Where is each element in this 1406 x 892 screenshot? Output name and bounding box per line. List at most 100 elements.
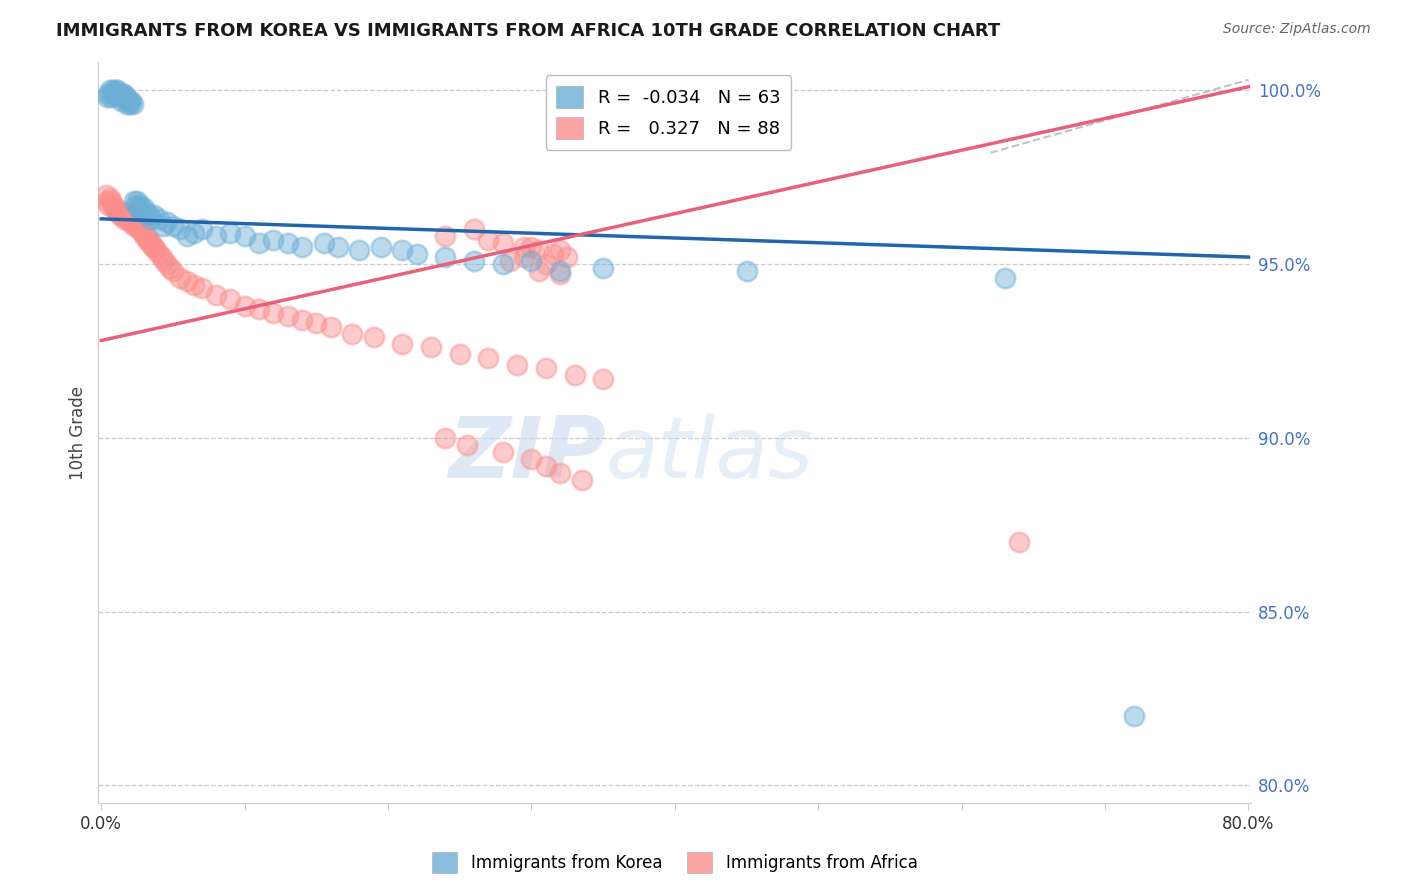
Point (176, 229, 198, 244)
Point (391, 243, 413, 257)
Point (100, 90, 122, 104)
Point (449, 347, 471, 361)
Point (110, 205, 132, 219)
Point (305, 316, 328, 330)
Point (100, 194, 122, 209)
Point (138, 233, 160, 247)
Point (131, 205, 153, 219)
Point (141, 236, 163, 251)
Point (118, 97, 141, 112)
Point (527, 264, 550, 278)
Point (101, 198, 124, 212)
Point (129, 219, 152, 233)
Point (1008, 535, 1031, 549)
Point (121, 97, 143, 112)
Point (492, 257, 515, 271)
Point (135, 229, 157, 244)
Point (262, 306, 284, 320)
Point (513, 240, 536, 254)
Point (101, 87, 124, 101)
Point (103, 202, 125, 216)
Point (233, 299, 256, 313)
Point (520, 253, 543, 268)
Point (135, 205, 157, 219)
Point (138, 208, 160, 222)
Point (105, 83, 128, 97)
Point (120, 211, 142, 226)
Point (145, 243, 167, 257)
Point (104, 202, 127, 216)
Point (291, 240, 314, 254)
Point (370, 240, 392, 254)
Point (349, 243, 371, 257)
Point (548, 264, 571, 278)
Point (169, 271, 191, 285)
Point (159, 260, 181, 275)
Point (291, 312, 314, 326)
Point (326, 240, 349, 254)
Point (233, 229, 256, 244)
Point (277, 236, 299, 251)
Y-axis label: 10th Grade: 10th Grade (69, 385, 87, 480)
Point (127, 219, 149, 233)
Point (97, 198, 120, 212)
Point (94, 187, 117, 202)
Point (121, 215, 143, 229)
Point (527, 243, 550, 257)
Point (105, 205, 128, 219)
Point (534, 458, 557, 473)
Point (122, 194, 145, 209)
Point (118, 215, 141, 229)
Point (247, 302, 270, 317)
Point (115, 97, 138, 112)
Point (735, 264, 758, 278)
Text: Source: ZipAtlas.com: Source: ZipAtlas.com (1223, 22, 1371, 37)
Point (176, 274, 198, 288)
Point (143, 240, 166, 254)
Point (117, 208, 139, 222)
Point (162, 264, 184, 278)
Point (111, 208, 134, 222)
Point (96, 194, 118, 209)
Point (122, 219, 145, 233)
Point (534, 257, 557, 271)
Point (434, 229, 457, 244)
Point (111, 90, 134, 104)
Point (319, 319, 342, 334)
Point (128, 202, 150, 216)
Point (148, 246, 170, 260)
Legend: R =  -0.034   N = 63, R =   0.327   N = 88: R = -0.034 N = 63, R = 0.327 N = 88 (546, 75, 792, 150)
Point (463, 222, 485, 236)
Point (114, 90, 136, 104)
Point (117, 94, 139, 108)
Point (108, 90, 131, 104)
Point (136, 233, 159, 247)
Point (104, 83, 127, 97)
Point (111, 87, 134, 101)
Point (434, 250, 457, 264)
Text: IMMIGRANTS FROM KOREA VS IMMIGRANTS FROM AFRICA 10TH GRADE CORRELATION CHART: IMMIGRANTS FROM KOREA VS IMMIGRANTS FROM… (56, 22, 1001, 40)
Point (183, 277, 205, 292)
Point (219, 292, 242, 306)
Point (434, 431, 457, 445)
Point (156, 257, 179, 271)
Point (463, 253, 485, 268)
Point (520, 240, 543, 254)
Point (107, 205, 129, 219)
Point (190, 222, 212, 236)
Point (557, 250, 579, 264)
Point (156, 215, 179, 229)
Point (994, 271, 1017, 285)
Legend: Immigrants from Korea, Immigrants from Africa: Immigrants from Korea, Immigrants from A… (426, 846, 924, 880)
Point (363, 330, 385, 344)
Point (115, 211, 138, 226)
Point (125, 198, 148, 212)
Point (499, 253, 522, 268)
Point (104, 87, 127, 101)
Text: atlas: atlas (606, 413, 814, 496)
Point (592, 260, 614, 275)
Point (131, 222, 153, 236)
Point (564, 368, 586, 383)
Point (96, 90, 118, 104)
Point (312, 236, 335, 251)
